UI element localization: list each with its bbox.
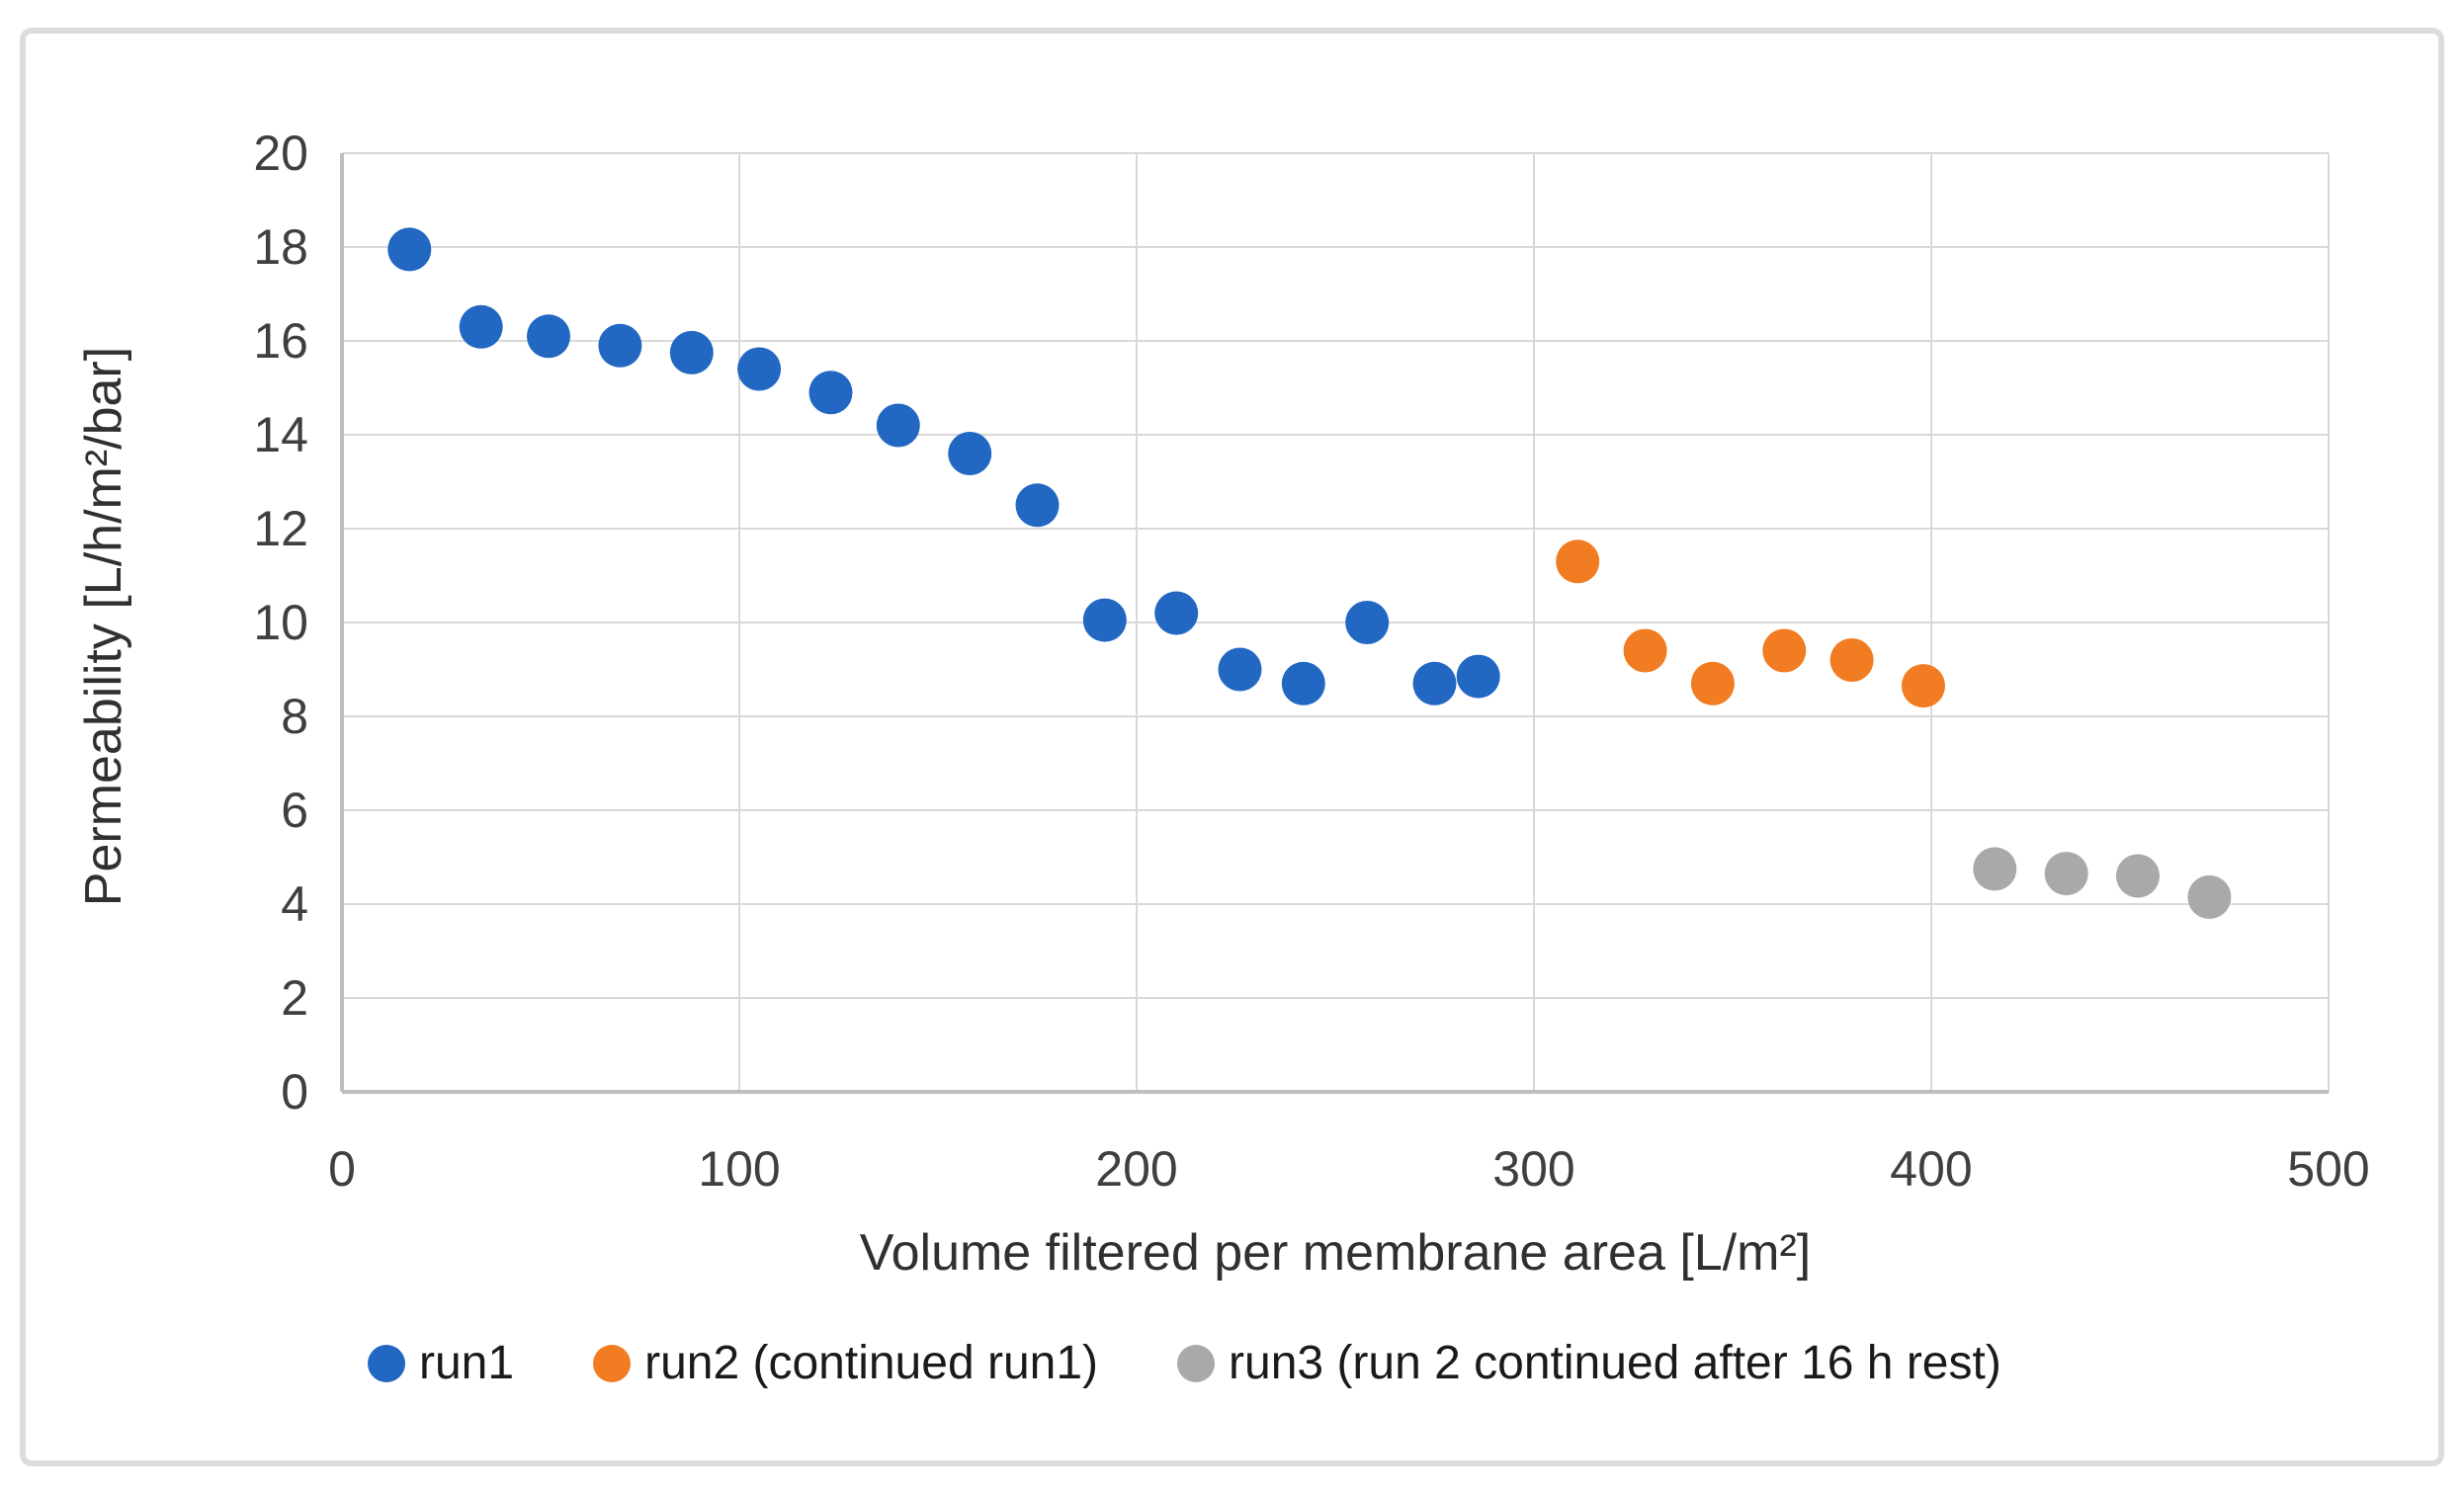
data-point-run2 [1829, 638, 1874, 682]
y-tick-label: 2 [281, 970, 308, 1026]
y-tick-label: 6 [281, 783, 308, 838]
data-point-run1 [948, 432, 992, 475]
data-point-run1 [737, 347, 782, 391]
data-point-run2 [1623, 628, 1667, 673]
y-axis-title: Permeability [L/h/m²/bar] [75, 346, 132, 907]
data-point-run1 [808, 371, 853, 415]
data-point-run1 [1082, 598, 1127, 642]
x-tick-label: 400 [1890, 1141, 1973, 1197]
data-point-run3 [2187, 874, 2232, 919]
y-tick-label: 4 [281, 876, 308, 932]
data-point-run1 [598, 323, 642, 368]
x-tick-label: 300 [1492, 1141, 1575, 1197]
data-point-run3 [2044, 852, 2088, 896]
x-tick-label: 100 [698, 1141, 781, 1197]
figure-border [20, 28, 2444, 1466]
legend-marker-run3-icon [1177, 1344, 1216, 1382]
data-point-run3 [1973, 847, 2017, 891]
data-point-run2 [1902, 664, 1945, 708]
y-tick-label: 8 [281, 689, 308, 744]
y-tick-label: 16 [253, 313, 308, 369]
data-point-run1 [1456, 654, 1500, 699]
data-point-run1 [1412, 661, 1457, 706]
data-point-run1 [1218, 647, 1262, 692]
data-point-run1 [1015, 483, 1060, 528]
data-point-run2 [1556, 540, 1600, 584]
data-point-run1 [1281, 661, 1325, 706]
y-tick-label: 12 [253, 501, 308, 556]
x-axis-title: Volume filtered per membrane area [L/m²] [859, 1224, 1812, 1282]
legend-marker-run1-icon [368, 1344, 405, 1382]
data-point-run1 [669, 330, 714, 374]
x-tick-label: 500 [2287, 1141, 2370, 1197]
data-point-run1 [527, 314, 570, 359]
y-tick-label: 14 [253, 407, 308, 462]
x-tick-label: 200 [1095, 1141, 1178, 1197]
y-tick-label: 10 [253, 595, 308, 650]
data-point-run1 [1154, 591, 1199, 635]
legend-label-run1: run1 [419, 1337, 515, 1389]
data-point-run1 [876, 403, 920, 448]
data-point-run1 [1345, 601, 1390, 644]
data-point-run1 [387, 227, 432, 272]
data-point-run1 [459, 304, 503, 349]
legend-item-run3: run3 (run 2 continued after 16 h rest) [1177, 1336, 2001, 1390]
y-tick-label: 18 [253, 219, 308, 275]
legend-label-run2: run2 (continued run1) [644, 1337, 1099, 1389]
y-tick-label: 0 [281, 1064, 308, 1120]
legend-marker-run2-icon [593, 1344, 632, 1382]
data-point-run3 [2116, 854, 2160, 898]
legend-item-run1: run1 [368, 1336, 514, 1390]
y-tick-label: 20 [253, 125, 308, 181]
data-point-run2 [1762, 628, 1807, 673]
data-point-run2 [1690, 661, 1735, 706]
legend-label-run3: run3 (run 2 continued after 16 h rest) [1229, 1337, 2001, 1389]
legend-item-run2: run2 (continued run1) [593, 1336, 1098, 1390]
x-tick-label: 0 [328, 1141, 356, 1197]
legend: run1 run2 (continued run1) run3 (run 2 c… [368, 1336, 2001, 1390]
